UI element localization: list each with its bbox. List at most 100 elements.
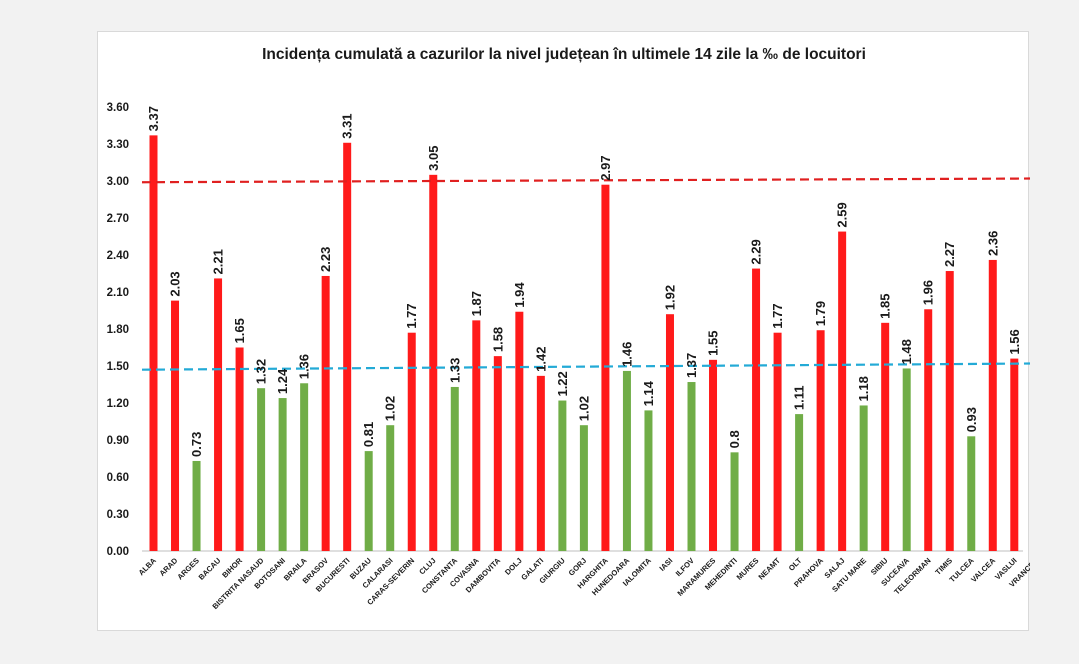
value-labels: 3.37 2.03 0.73 2.21 1.65 1.32 1.24 1.36 2.23 3.31… [146,106,1030,457]
value-label: 1.18 [856,376,871,401]
value-label: 1.02 [576,396,591,421]
bar-olt [795,414,804,551]
chart-title: Incidența cumulată a cazurilor la nivel … [262,46,866,63]
value-label: 0.81 [361,422,376,447]
bar-botosani [278,398,287,551]
bar-bucuresti [343,142,352,551]
value-label: 1.85 [878,294,893,319]
y-tick-label: 0.60 [107,472,129,484]
value-label: 1.79 [813,301,828,326]
category-label: ALBA [137,556,159,578]
value-label: 1.58 [490,327,505,352]
y-tick-label: 0.90 [107,435,129,447]
bar-harghita [601,184,610,551]
value-label: 2.36 [985,231,1000,256]
value-label: 1.11 [792,386,807,411]
threshold-line-red [141,177,1030,184]
y-tick-label: 1.50 [107,361,129,373]
bar-suceava [902,368,911,551]
category-label: OLT [787,556,804,573]
bar-mehedinti [730,452,739,551]
value-label: 1.24 [275,368,290,394]
value-label: 2.97 [598,155,613,180]
y-tick-label: 0.00 [107,546,129,558]
value-label: 1.94 [512,282,527,308]
bar-timis [945,271,954,551]
bar-bihor [235,347,244,551]
value-label: 0.8 [727,430,742,448]
value-label: 1.87 [469,291,484,316]
bar-bistrita-nasaud [257,388,266,551]
y-tick-label: 3.00 [107,176,129,188]
category-label: VALCEA [969,556,997,584]
value-label: 1.22 [555,371,570,396]
bar-calarasi [386,425,395,551]
y-tick-label: 2.10 [107,287,129,299]
bar-satu-mare [859,405,868,551]
value-label: 2.27 [942,242,957,267]
value-label: 1.32 [254,359,269,384]
category-label: MURES [735,556,761,582]
y-tick-label: 1.20 [107,398,129,410]
bar-sibiu [881,322,890,551]
bar-dolj [515,311,524,551]
bar-giurgiu [558,400,567,551]
bar-ialomita [644,410,653,551]
bar-cluj [429,174,438,552]
bar-prahova [816,330,825,551]
y-tick-label: 1.80 [107,324,129,336]
value-label: 1.77 [770,303,785,328]
value-label: 2.21 [211,249,226,274]
bar-galati [536,375,545,551]
bar-vaslui [1010,358,1019,551]
bar-hunedoara [622,370,631,551]
bar-mures [752,268,761,551]
value-label: 1.56 [1007,329,1022,354]
bar-brasov [321,275,330,551]
bar-neamt [773,332,782,551]
value-label: 2.03 [168,271,183,296]
value-label: 1.14 [641,380,656,406]
value-label: 2.23 [318,247,333,272]
value-label: 1.65 [232,318,247,343]
y-tick-label: 2.70 [107,213,129,225]
bar-ilfov [687,382,696,551]
category-label: ARGES [175,556,200,581]
category-label: IASI [658,556,675,573]
bar-bacau [214,278,223,551]
bar-tulcea [967,436,976,551]
category-label: NEAMT [757,556,783,582]
value-label: 1.36 [297,354,312,379]
y-tick-label: 3.60 [107,102,129,114]
bar-alba [149,135,158,551]
y-tick-label: 0.30 [107,509,129,521]
bar-maramures [709,359,718,551]
value-label: 2.29 [749,239,764,264]
bar-arad [171,300,180,551]
value-label: 2.59 [835,202,850,227]
bar-valcea [988,259,997,551]
value-label: 0.93 [964,407,979,432]
value-label: 0.73 [189,432,204,457]
bar-teleorman [924,309,933,551]
y-tick-label: 3.30 [107,139,129,151]
value-label: 1.77 [404,303,419,328]
value-label: 1.92 [662,285,677,310]
bar-dambovita [493,356,502,551]
bar-chart: Incidența cumulată a cazurilor la nivel … [107,46,1030,611]
bar-constanta [450,386,459,551]
y-axis-ticks: 0.00 0.30 0.60 0.90 1.20 1.50 1.80 2.10 2.40 2.70… [107,102,129,558]
value-label: 0.75 [1028,429,1030,454]
value-label: 1.55 [706,331,721,356]
value-label: 1.48 [899,339,914,364]
value-label: 3.31 [340,113,355,138]
chart-card: Incidența cumulată a cazurilor la nivel … [97,31,1030,631]
value-label: 3.37 [146,106,161,131]
bar-gorj [579,425,588,551]
value-label: 1.33 [447,358,462,383]
bar-buzau [364,451,373,551]
reference-lines [141,177,1030,371]
value-label: 3.05 [426,146,441,171]
category-label: BACAU [197,556,223,582]
value-label: 1.02 [383,396,398,421]
